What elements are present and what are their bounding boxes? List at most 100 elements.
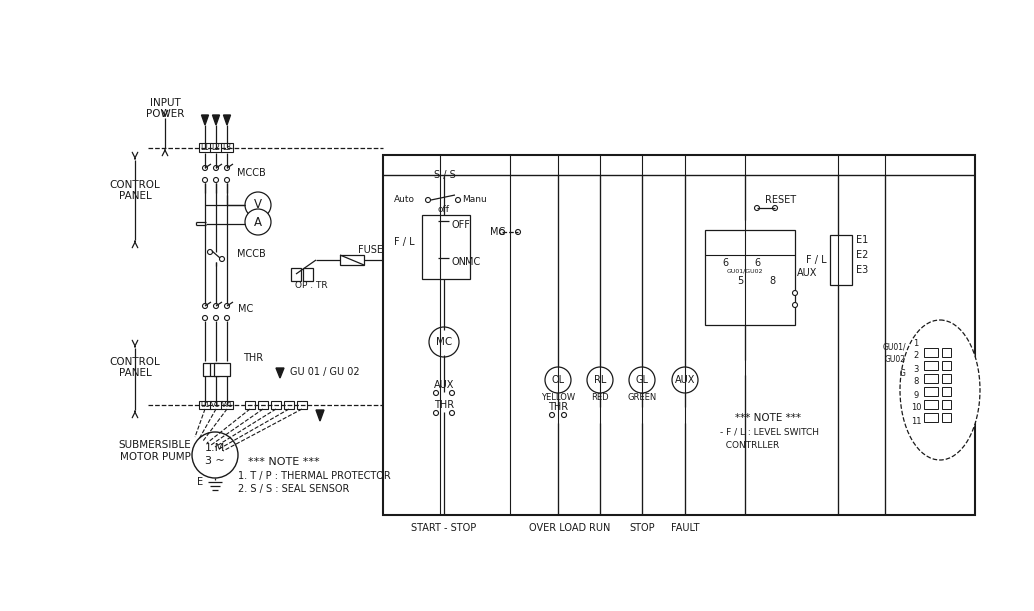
Circle shape	[219, 257, 224, 262]
Bar	[210, 143, 222, 152]
Bar	[210, 401, 222, 409]
Polygon shape	[202, 115, 209, 125]
Text: *** NOTE ***: *** NOTE ***	[248, 457, 320, 467]
Text: MCCB: MCCB	[237, 168, 266, 178]
Bar	[924, 374, 938, 383]
Bar	[705, 230, 795, 325]
Text: 1: 1	[913, 338, 918, 348]
Text: 3: 3	[913, 365, 918, 373]
Circle shape	[435, 260, 440, 265]
Bar	[291, 268, 301, 281]
Circle shape	[516, 230, 520, 235]
Bar	[924, 348, 938, 357]
Circle shape	[213, 304, 218, 309]
Circle shape	[435, 222, 440, 227]
Circle shape	[450, 411, 455, 415]
Circle shape	[447, 222, 452, 227]
Circle shape	[203, 315, 208, 321]
Text: CONTROL: CONTROL	[110, 180, 160, 190]
Bar	[422, 215, 470, 279]
Text: RUN: RUN	[589, 523, 611, 533]
Circle shape	[792, 290, 797, 296]
Text: FUSE: FUSE	[358, 245, 383, 255]
Text: GU 01 / GU 02: GU 01 / GU 02	[290, 367, 360, 377]
Text: RED: RED	[591, 393, 609, 403]
Bar	[203, 363, 219, 376]
Text: F / L: F / L	[805, 255, 826, 265]
Text: GL: GL	[636, 375, 648, 385]
Text: OFF: OFF	[452, 220, 470, 230]
Text: 2: 2	[913, 351, 918, 360]
Bar	[258, 401, 268, 409]
Circle shape	[737, 247, 789, 299]
Bar	[942, 361, 951, 370]
Text: E1: E1	[856, 235, 869, 245]
Text: OVER LOAD: OVER LOAD	[529, 523, 586, 533]
Bar	[924, 361, 938, 370]
Text: E: E	[196, 477, 203, 487]
Text: L2: L2	[212, 144, 220, 153]
Text: A: A	[254, 216, 262, 229]
Text: MOTOR PUMP: MOTOR PUMP	[120, 452, 190, 462]
Text: E2: E2	[856, 250, 869, 260]
Text: MC: MC	[436, 337, 452, 347]
Text: INPUT: INPUT	[150, 98, 180, 108]
Text: E3: E3	[856, 265, 869, 275]
Circle shape	[545, 367, 571, 393]
Bar	[221, 401, 233, 409]
Text: W1: W1	[221, 402, 233, 408]
Polygon shape	[276, 368, 284, 378]
Circle shape	[587, 367, 613, 393]
Text: MC: MC	[238, 304, 253, 314]
Bar	[340, 255, 364, 265]
Text: off: off	[437, 205, 449, 214]
Circle shape	[433, 411, 438, 415]
Circle shape	[224, 166, 230, 170]
Text: GU02: GU02	[885, 356, 906, 365]
Bar	[199, 143, 211, 152]
Text: Manu: Manu	[462, 196, 487, 205]
Circle shape	[447, 240, 452, 244]
Bar	[284, 401, 294, 409]
Circle shape	[203, 304, 208, 309]
Circle shape	[456, 197, 460, 202]
Text: 3 ~: 3 ~	[205, 456, 224, 466]
Text: 11: 11	[911, 417, 921, 425]
Circle shape	[245, 192, 271, 218]
Circle shape	[499, 230, 505, 235]
Bar	[214, 363, 230, 376]
Text: MC: MC	[465, 257, 480, 267]
Text: ON: ON	[452, 257, 467, 267]
Text: THR: THR	[548, 402, 568, 412]
Ellipse shape	[900, 320, 980, 460]
Polygon shape	[213, 115, 219, 125]
Bar	[383, 155, 975, 515]
Circle shape	[213, 315, 218, 321]
Bar	[924, 413, 938, 422]
Text: AUX: AUX	[675, 375, 695, 385]
Text: OL: OL	[551, 375, 565, 385]
Bar	[221, 143, 233, 152]
Circle shape	[561, 412, 567, 417]
Circle shape	[208, 249, 213, 255]
Polygon shape	[316, 410, 324, 421]
Text: Auto: Auto	[394, 196, 415, 205]
Circle shape	[203, 178, 208, 183]
Text: G: G	[901, 370, 906, 378]
Circle shape	[433, 390, 438, 395]
Text: SUBMERSIBLE: SUBMERSIBLE	[119, 440, 191, 450]
Text: 6: 6	[722, 258, 728, 268]
Text: CONTROL: CONTROL	[110, 357, 160, 367]
Circle shape	[245, 209, 271, 235]
Bar	[271, 401, 281, 409]
Text: OP . TR: OP . TR	[295, 282, 328, 290]
Bar	[942, 400, 951, 409]
Circle shape	[447, 260, 452, 265]
Text: MC: MC	[490, 227, 505, 237]
Text: GU01/GU02: GU01/GU02	[727, 268, 763, 274]
Text: FAULT: FAULT	[671, 523, 699, 533]
Circle shape	[629, 367, 655, 393]
Text: YELLOW: YELLOW	[541, 393, 575, 403]
Text: 2. S / S : SEAL SENSOR: 2. S / S : SEAL SENSOR	[238, 484, 349, 494]
Text: L3: L3	[222, 144, 232, 153]
